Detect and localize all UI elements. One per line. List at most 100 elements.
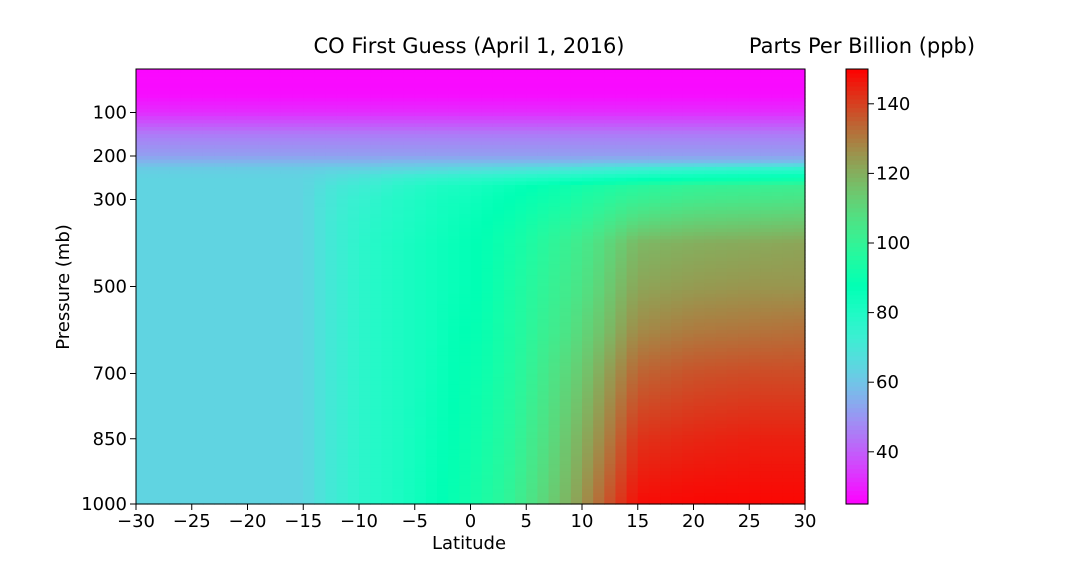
heatmap-cell — [180, 108, 193, 114]
heatmap-cell — [336, 203, 349, 208]
heatmap-cell — [169, 286, 182, 291]
heatmap-cell — [314, 366, 327, 371]
heatmap-cell — [314, 127, 327, 132]
heatmap-cell — [325, 123, 338, 128]
heatmap-cell — [559, 264, 572, 269]
heatmap-cell — [370, 257, 382, 262]
heatmap-cell — [715, 326, 728, 331]
heatmap-cell — [593, 243, 605, 248]
heatmap-cell — [615, 203, 628, 208]
heatmap-cell — [548, 72, 561, 77]
heatmap-cell — [515, 94, 527, 99]
heatmap-cell — [381, 351, 394, 356]
heatmap-cell — [303, 311, 315, 317]
heatmap-cell — [704, 141, 717, 146]
heatmap-cell — [158, 199, 171, 204]
heatmap-cell — [481, 337, 494, 342]
heatmap-cell — [715, 199, 728, 204]
heatmap-cell — [593, 159, 605, 164]
heatmap-cell — [381, 304, 394, 309]
heatmap-cell — [180, 87, 193, 92]
heatmap-cell — [448, 174, 460, 179]
heatmap-cell — [492, 232, 505, 237]
heatmap-cell — [715, 297, 728, 302]
heatmap-cell — [202, 72, 215, 77]
heatmap-cell — [526, 79, 538, 85]
heatmap-cell — [548, 185, 561, 190]
heatmap-cell — [214, 130, 226, 135]
heatmap-cell — [381, 148, 394, 153]
heatmap-cell — [626, 206, 639, 211]
heatmap-cell — [726, 221, 739, 226]
heatmap-cell — [336, 224, 349, 230]
heatmap-cell — [626, 72, 639, 77]
heatmap-cell — [559, 87, 572, 92]
heatmap-cell — [459, 228, 472, 233]
heatmap-cell — [437, 319, 449, 324]
heatmap-cell — [303, 112, 315, 117]
heatmap-cell — [559, 152, 572, 157]
heatmap-cell — [626, 134, 639, 139]
heatmap-cell — [615, 290, 628, 295]
heatmap-cell — [191, 290, 204, 295]
heatmap-cell — [682, 195, 695, 201]
heatmap-cell — [537, 163, 550, 168]
heatmap-cell — [403, 257, 416, 262]
heatmap-cell — [738, 210, 750, 215]
heatmap-cell — [582, 326, 594, 331]
heatmap-cell — [537, 224, 550, 230]
heatmap-cell — [370, 337, 382, 342]
heatmap-cell — [448, 188, 460, 193]
heatmap-cell — [738, 145, 750, 150]
heatmap-cell — [671, 112, 683, 117]
heatmap-cell — [749, 214, 761, 219]
heatmap-cell — [136, 359, 148, 364]
heatmap-cell — [771, 214, 784, 219]
heatmap-cell — [448, 181, 460, 186]
heatmap-cell — [793, 195, 806, 201]
heatmap-cell — [448, 351, 460, 356]
heatmap-cell — [481, 257, 494, 262]
heatmap-cell — [615, 333, 628, 338]
heatmap-cell — [715, 127, 728, 132]
heatmap-cell — [559, 130, 572, 135]
heatmap-cell — [314, 239, 327, 244]
heatmap-cell — [593, 286, 605, 291]
heatmap-cell — [470, 87, 483, 92]
heatmap-cell — [626, 152, 639, 157]
heatmap-cell — [169, 366, 182, 371]
heatmap-cell — [247, 232, 260, 237]
heatmap-cell — [448, 90, 460, 95]
heatmap-cell — [258, 134, 271, 139]
heatmap-cell — [225, 282, 237, 288]
heatmap-cell — [715, 232, 728, 237]
heatmap-cell — [136, 351, 148, 356]
heatmap-cell — [425, 235, 438, 240]
heatmap-cell — [526, 301, 538, 306]
heatmap-cell — [280, 246, 293, 251]
heatmap-cell — [448, 105, 460, 110]
heatmap-cell — [559, 163, 572, 168]
heatmap-cell — [570, 145, 583, 150]
heatmap-cell — [537, 145, 550, 150]
heatmap-cell — [392, 83, 405, 88]
heatmap-cell — [269, 185, 282, 190]
heatmap-cell — [704, 340, 717, 346]
heatmap-cell — [292, 282, 304, 288]
heatmap-cell — [660, 195, 672, 201]
heatmap-cell — [782, 228, 795, 233]
heatmap-cell — [169, 188, 182, 193]
heatmap-cell — [292, 105, 304, 110]
heatmap-cell — [682, 315, 695, 320]
heatmap-cell — [760, 170, 773, 175]
heatmap-cell — [191, 195, 204, 201]
heatmap-cell — [626, 163, 639, 168]
heatmap-cell — [158, 214, 171, 219]
heatmap-cell — [738, 195, 750, 201]
heatmap-cell — [771, 170, 784, 175]
heatmap-cell — [448, 101, 460, 106]
heatmap-cell — [459, 282, 472, 288]
heatmap-cell — [403, 232, 416, 237]
heatmap-cell — [704, 90, 717, 95]
heatmap-cell — [303, 257, 315, 262]
